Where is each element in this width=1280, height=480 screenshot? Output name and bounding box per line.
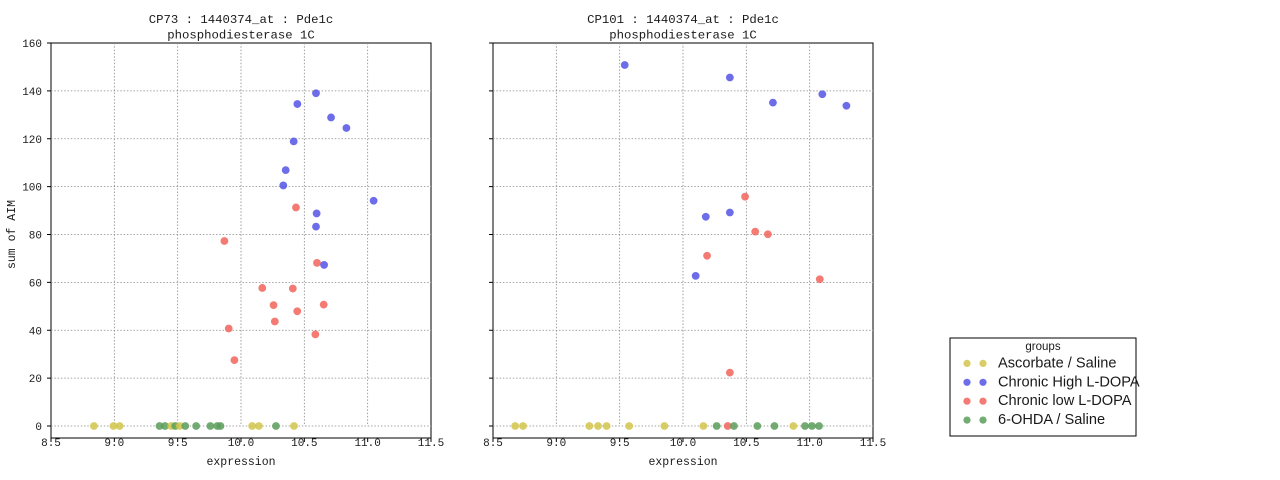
svg-text:160: 160: [22, 39, 42, 51]
svg-text:phosphodiesterase 1C: phosphodiesterase 1C: [609, 28, 757, 42]
svg-text:20: 20: [29, 374, 42, 386]
svg-text:0: 0: [35, 422, 42, 434]
svg-text:6-OHDA / Saline: 6-OHDA / Saline: [998, 412, 1105, 428]
svg-text:140: 140: [22, 87, 42, 99]
svg-text:expression: expression: [648, 456, 717, 469]
svg-text:9.5: 9.5: [610, 438, 630, 450]
svg-text:10.5: 10.5: [733, 438, 759, 450]
svg-text:11.5: 11.5: [418, 438, 444, 450]
svg-text:CP101 : 1440374_at : Pde1c: CP101 : 1440374_at : Pde1c: [587, 13, 779, 27]
svg-text:9.0: 9.0: [104, 438, 124, 450]
svg-text:11.0: 11.0: [796, 438, 822, 450]
svg-text:Ascorbate / Saline: Ascorbate / Saline: [998, 355, 1116, 371]
svg-text:9.5: 9.5: [168, 438, 188, 450]
svg-text:11.5: 11.5: [860, 438, 886, 450]
svg-text:60: 60: [29, 278, 42, 290]
svg-text:8.5: 8.5: [483, 438, 503, 450]
svg-text:10.0: 10.0: [228, 438, 254, 450]
svg-text:CP73 : 1440374_at : Pde1c: CP73 : 1440374_at : Pde1c: [149, 13, 333, 27]
svg-text:120: 120: [22, 135, 42, 147]
svg-text:Chronic low L-DOPA: Chronic low L-DOPA: [998, 393, 1132, 409]
svg-text:expression: expression: [206, 456, 275, 469]
svg-text:Chronic High L-DOPA: Chronic High L-DOPA: [998, 374, 1140, 390]
svg-text:80: 80: [29, 231, 42, 243]
svg-text:100: 100: [22, 183, 42, 195]
svg-text:sum of AIM: sum of AIM: [6, 200, 19, 269]
svg-text:9.0: 9.0: [546, 438, 566, 450]
svg-text:10.0: 10.0: [670, 438, 696, 450]
svg-text:phosphodiesterase 1C: phosphodiesterase 1C: [167, 28, 315, 42]
svg-text:10.5: 10.5: [291, 438, 317, 450]
svg-text:groups: groups: [1025, 341, 1060, 353]
svg-text:8.5: 8.5: [41, 438, 61, 450]
svg-text:11.0: 11.0: [354, 438, 380, 450]
svg-text:40: 40: [29, 326, 42, 338]
